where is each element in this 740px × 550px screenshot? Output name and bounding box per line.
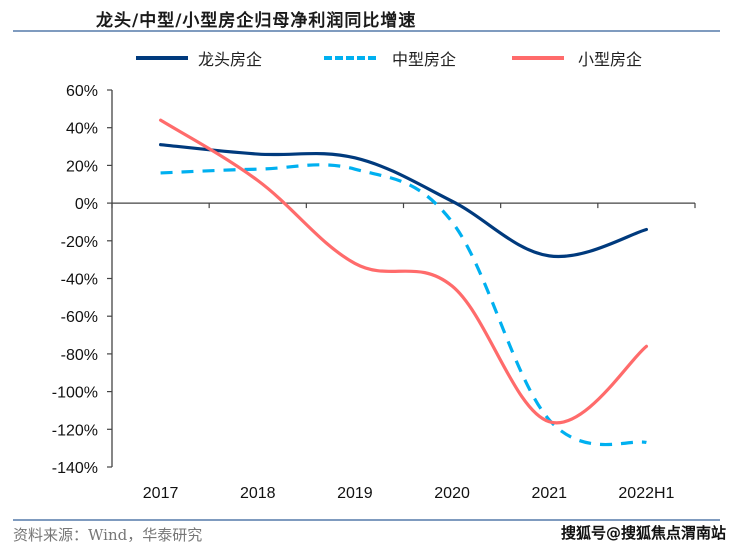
legend: 龙头房企 中型房企 小型房企 (0, 46, 740, 70)
y-tick-label: 40% (66, 121, 98, 138)
legend-item-mid: 中型房企 (324, 46, 456, 70)
footer-divider (13, 519, 720, 521)
x-tick-label: 2019 (337, 485, 373, 502)
x-tick-label: 2022H1 (618, 485, 674, 502)
legend-label-small: 小型房企 (578, 50, 643, 69)
x-tick-label: 2017 (143, 485, 179, 502)
x-tick-label: 2021 (531, 485, 567, 502)
legend-swatch-mid (324, 56, 376, 60)
y-tick-label: -140% (52, 460, 98, 477)
y-tick-label: -40% (61, 272, 98, 289)
y-tick-label: -120% (52, 422, 98, 439)
legend-item-small: 小型房企 (512, 46, 642, 70)
watermark: 搜狐号@搜狐焦点渭南站 (560, 524, 726, 542)
legend-swatch-small (512, 56, 564, 60)
y-tick-label: -80% (61, 347, 98, 364)
series-small-line (158, 118, 649, 425)
x-tick-label: 2020 (434, 485, 470, 502)
legend-label-mid: 中型房企 (392, 50, 457, 69)
y-tick-label: -100% (52, 385, 98, 402)
y-tick-label: 60% (66, 83, 98, 100)
series-mid-line (160, 163, 647, 447)
chart-title: 龙头/中型/小型房企归母净利润同比增速 (96, 11, 417, 31)
y-tick-label: 0% (75, 196, 98, 213)
source-note: 资料来源：Wind，华泰研究 (13, 526, 203, 544)
legend-item-leader: 龙头房企 (136, 46, 262, 70)
series-leader-line (158, 143, 649, 259)
y-tick-label: -60% (61, 309, 98, 326)
x-tick-label: 2018 (240, 485, 276, 502)
legend-swatch-leader (136, 56, 188, 60)
y-tick-label: -20% (61, 234, 98, 251)
y-tick-label: 20% (66, 158, 98, 175)
title-divider (13, 30, 720, 32)
legend-label-leader: 龙头房企 (198, 50, 263, 69)
